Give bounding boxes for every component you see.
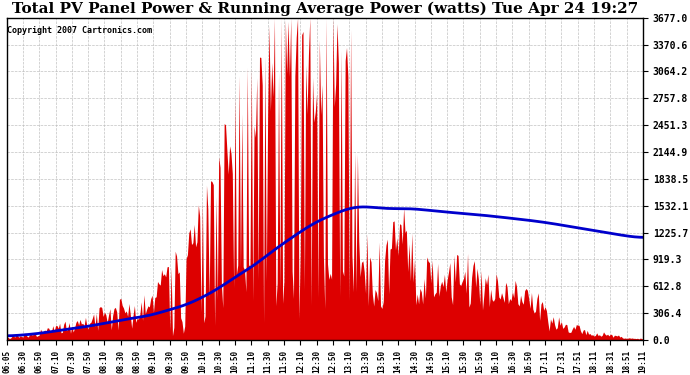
Text: Copyright 2007 Cartronics.com: Copyright 2007 Cartronics.com — [7, 26, 152, 35]
Title: Total PV Panel Power & Running Average Power (watts) Tue Apr 24 19:27: Total PV Panel Power & Running Average P… — [12, 2, 638, 16]
